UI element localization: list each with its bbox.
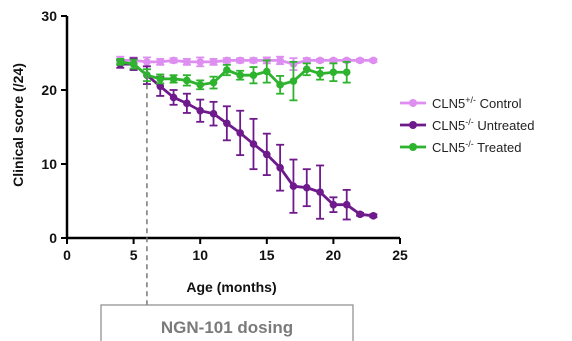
data-point <box>329 68 338 77</box>
data-point <box>249 140 258 148</box>
data-point <box>169 56 178 65</box>
legend-gene: CLN5 <box>432 96 465 111</box>
series-2 <box>116 58 351 102</box>
data-point <box>156 58 165 66</box>
x-tick-label: 5 <box>130 247 138 263</box>
y-axis-title: Clinical score (/24) <box>10 63 26 187</box>
data-point <box>236 56 244 65</box>
data-point <box>156 75 165 83</box>
legend-entry-0: CLN5+/- Control <box>432 95 522 111</box>
legend-gene: CLN5 <box>432 140 465 155</box>
legend-genotype: -/- <box>465 117 474 127</box>
data-point <box>183 58 191 66</box>
data-point <box>289 182 298 190</box>
data-point <box>249 56 258 65</box>
data-point <box>302 183 311 192</box>
data-point <box>236 71 244 79</box>
data-point <box>196 106 204 115</box>
data-point <box>316 56 324 65</box>
legend-group: Control <box>476 96 522 111</box>
data-point <box>302 56 311 65</box>
data-point <box>289 77 298 85</box>
legend-genotype: +/- <box>465 95 476 105</box>
x-tick-label: 20 <box>326 247 342 263</box>
dosing-box <box>100 304 354 341</box>
data-point <box>223 119 231 128</box>
legend-gene: CLN5 <box>432 118 465 133</box>
y-tick-label: 10 <box>41 156 57 172</box>
data-point <box>316 69 324 78</box>
data-point <box>329 56 338 65</box>
data-point <box>143 58 151 66</box>
data-point <box>276 163 284 172</box>
data-point <box>369 56 378 65</box>
legend-group: Untreated <box>474 118 535 133</box>
data-point <box>223 56 231 65</box>
x-tick-label: 15 <box>259 247 275 263</box>
data-point <box>223 66 231 74</box>
data-point <box>263 67 271 76</box>
x-tick-label: 0 <box>63 247 71 263</box>
x-tick-label: 10 <box>192 247 208 263</box>
data-point <box>156 82 165 91</box>
axes: 0 5 10 15 20 25 0 10 20 30 Age (months) Clinical sc… <box>10 8 408 295</box>
dosing-label: NGN-101 dosing <box>161 318 293 337</box>
y-tick-label: 20 <box>41 82 57 98</box>
y-tick-label: 0 <box>49 230 57 246</box>
series-0 <box>116 55 378 71</box>
data-point <box>169 75 178 83</box>
data-point <box>196 81 204 89</box>
data-point <box>129 60 138 68</box>
legend-entry-1: CLN5-/- Untreated <box>432 117 534 133</box>
data-point <box>356 56 364 65</box>
series-1 <box>116 57 378 221</box>
data-point <box>342 68 351 77</box>
legend-swatch-marker <box>409 143 417 151</box>
data-point <box>236 129 244 137</box>
data-point <box>369 212 378 220</box>
data-point <box>116 58 125 66</box>
legend-swatch-marker <box>409 99 417 107</box>
data-point <box>183 76 191 85</box>
legend-entry-2: CLN5-/- Treated <box>432 139 521 155</box>
data-point <box>249 71 258 79</box>
data-point <box>316 188 324 196</box>
legend-swatch-marker <box>409 121 417 129</box>
legend-genotype: -/- <box>465 139 474 149</box>
data-point <box>209 58 218 66</box>
data-point <box>209 109 218 118</box>
dosing-annotation: NGN-101 dosing <box>100 75 354 341</box>
plot-area <box>116 55 378 221</box>
data-point <box>276 81 284 89</box>
data-point <box>302 65 311 74</box>
data-point <box>329 200 338 209</box>
data-point <box>356 210 364 219</box>
data-point <box>169 93 178 102</box>
legend-group: Treated <box>474 140 522 155</box>
data-point <box>183 99 191 108</box>
y-tick-label: 30 <box>41 8 57 24</box>
data-point <box>209 78 218 87</box>
data-point <box>342 200 351 209</box>
data-point <box>263 150 271 159</box>
data-point <box>276 56 284 65</box>
x-axis-title: Age (months) <box>186 279 276 295</box>
data-point <box>196 58 204 66</box>
x-tick-label: 25 <box>392 247 408 263</box>
